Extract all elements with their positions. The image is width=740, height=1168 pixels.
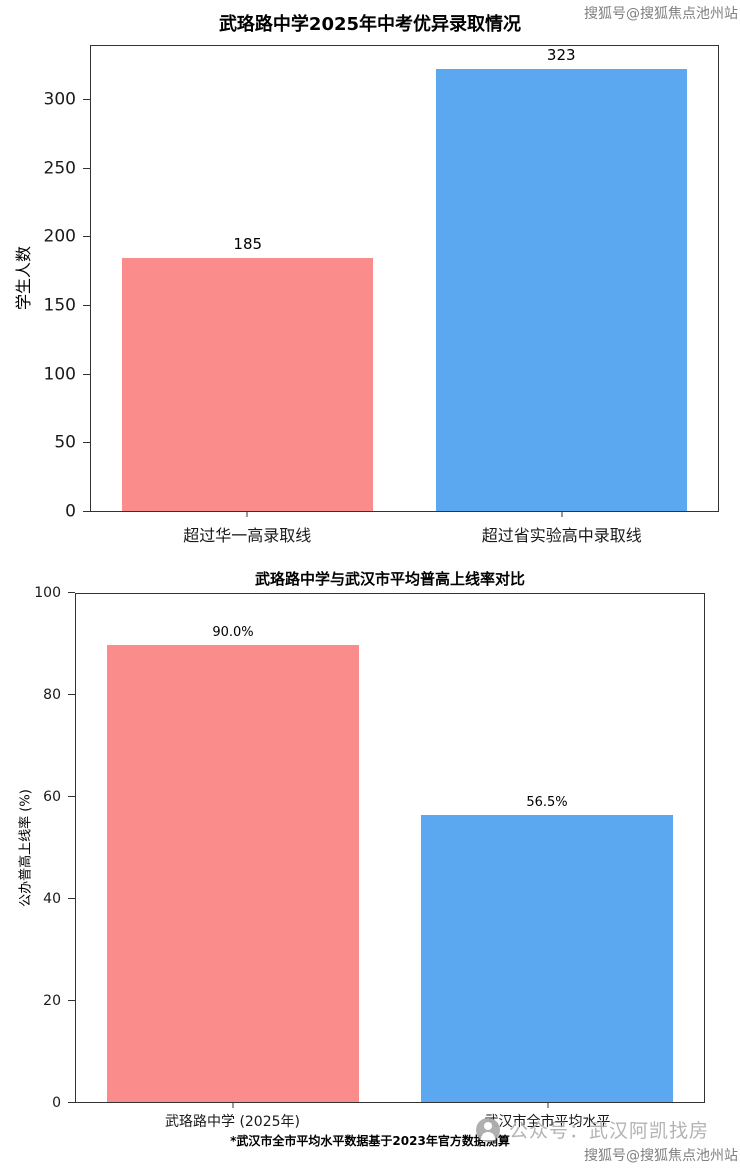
y-tick-mark (68, 694, 75, 695)
y-tick-mark (68, 1000, 75, 1001)
y-tick-mark (83, 98, 90, 100)
y-tick-mark (83, 511, 90, 512)
x-tick-mark (246, 512, 248, 517)
x-tick-label: 超过华一高录取线 (183, 526, 312, 545)
y-axis: 0 20 40 60 80 100 (0, 586, 75, 1110)
x-axis: 超过华一高录取线 超过省实验高中录取线 (90, 512, 719, 554)
bar (421, 814, 673, 1102)
data-source-footnote: *武汉市全市平均水平数据基于2023年官方数据测算 (230, 1134, 510, 1148)
y-tick-mark (68, 796, 75, 797)
bar-value-label: 323 (546, 46, 576, 65)
y-tick-label: 0 (52, 1095, 61, 1111)
y-tick-mark (68, 898, 75, 899)
plot-area: 90.0% 56.5% (75, 593, 705, 1103)
watermark-official-account: 公众号：武汉阿凯找房 (476, 1116, 709, 1143)
x-axis: 武珞路中学 (2025年) 武汉市全市平均水平 (75, 1103, 705, 1143)
y-tick-label: 100 (34, 585, 61, 601)
y-tick-mark (83, 373, 90, 375)
y-tick-label: 300 (43, 89, 76, 110)
y-tick-label: 40 (43, 891, 61, 907)
bar (122, 258, 374, 511)
chart-title: 武珞路中学2025年中考优异录取情况 (218, 14, 522, 35)
y-tick-mark (83, 304, 90, 306)
chart-title: 武珞路中学与武汉市平均普高上线率对比 (254, 570, 525, 588)
y-tick-label: 20 (43, 993, 61, 1009)
y-axis: 0 50 100 150 200 250 300 (0, 45, 90, 520)
y-tick-mark (83, 442, 90, 444)
y-tick-mark (83, 167, 90, 169)
plot-area: 185 323 (90, 45, 719, 512)
bar-value-label: 56.5% (526, 794, 568, 810)
x-tick-label: 武珞路中学 (2025年) (164, 1114, 301, 1130)
official-account-person-icon (476, 1117, 500, 1142)
x-tick-label: 武汉市全市平均水平 (484, 1114, 611, 1130)
y-tick-label: 100 (43, 364, 76, 385)
admissions-bar-chart: 武珞路中学2025年中考优异录取情况 学生人数 0 50 100 150 200 250 3… (0, 0, 740, 562)
x-tick-mark (232, 1103, 233, 1108)
bar-value-label: 90.0% (212, 624, 254, 640)
watermark-top-right: 搜狐号@搜狐焦点池州站 (584, 6, 738, 22)
pass-rate-bar-chart: 武珞路中学与武汉市平均普高上线率对比 公办普高上线率 (%) 0 20 40 60 80… (0, 562, 740, 1168)
bar (435, 69, 687, 511)
watermark-bottom-right: 搜狐号@搜狐焦点池州站 (584, 1148, 738, 1164)
bar (107, 644, 359, 1102)
y-tick-label: 80 (43, 687, 61, 703)
y-tick-label: 50 (54, 432, 76, 453)
x-tick-mark (561, 512, 563, 517)
bar-value-label: 185 (233, 235, 263, 253)
watermark-official-account-label: 公众号：武汉阿凯找房 (509, 1120, 710, 1142)
x-tick-mark (547, 1103, 548, 1108)
y-tick-mark (68, 592, 75, 593)
y-tick-mark (83, 236, 90, 238)
y-tick-label: 0 (65, 501, 76, 522)
y-tick-label: 60 (43, 789, 61, 805)
y-tick-label: 250 (43, 158, 76, 179)
y-tick-mark (68, 1102, 75, 1103)
y-tick-label: 200 (43, 226, 76, 247)
y-tick-label: 150 (43, 295, 76, 316)
x-tick-label: 超过省实验高中录取线 (481, 526, 642, 545)
